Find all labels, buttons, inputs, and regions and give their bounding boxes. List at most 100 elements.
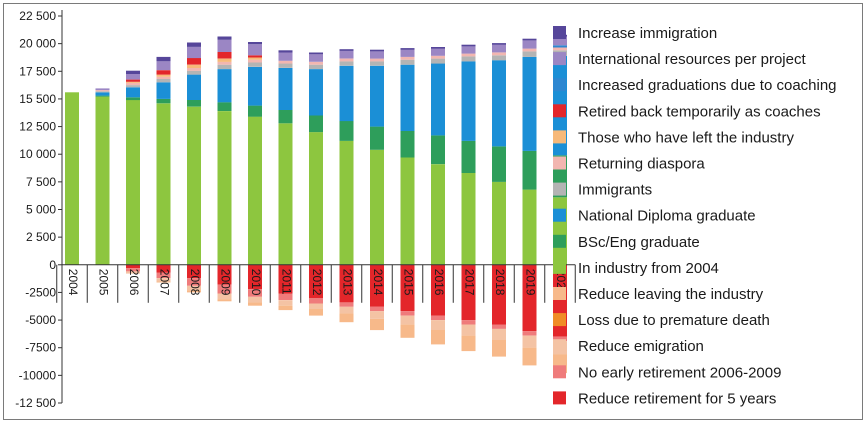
- bar-segment-in-industry-from-2004-2019: [522, 189, 537, 265]
- bar-segment-national-diploma-graduate-2005: [95, 92, 110, 96]
- y-tick-label: 12 500: [19, 120, 56, 134]
- legend-swatch-international-resources-per-project: [553, 52, 566, 66]
- bar-segment-national-diploma-graduate-2006: [126, 87, 140, 98]
- bar-segment-in-industry-from-2004-2020: [553, 197, 567, 265]
- bar-segment-no-early-retirement-2006-2009-2015: [400, 311, 415, 316]
- x-tick-label-2010: 2010: [249, 269, 263, 296]
- bar-segment-bsc-eng-graduate-2019: [522, 150, 537, 190]
- x-tick-label-2012: 2012: [310, 269, 324, 296]
- bar-segment-reduce-leaving-the-industry-2019: [522, 347, 537, 366]
- bar-segment-reduce-retirement-for-5-years-2008: [187, 264, 201, 279]
- x-tick-label-2018: 2018: [493, 269, 507, 296]
- bar-segment-increase-immigration-2013: [339, 49, 354, 51]
- bar-segment-reduce-retirement-for-5-years-2006: [126, 264, 140, 269]
- bar-segment-increase-immigration-2011: [278, 50, 293, 53]
- bar-segment-in-industry-from-2004-2017: [461, 173, 476, 265]
- bar-segment-returning-diaspora-2008: [187, 68, 201, 71]
- legend-label-no-early-retirement-2006-2009: No early retirement 2006-2009: [578, 364, 781, 381]
- bar-segment-returning-diaspora-2009: [217, 61, 232, 65]
- bar-segment-bsc-eng-graduate-2013: [339, 121, 354, 141]
- bar-segment-returning-diaspora-2006: [126, 82, 140, 86]
- bar-segment-no-early-retirement-2006-2009-2016: [431, 315, 445, 320]
- bar-segment-increase-immigration-2010: [248, 42, 262, 45]
- bar-segment-in-industry-from-2004-2005: [95, 96, 110, 265]
- bar-segment-international-resources-per-project-2006: [126, 74, 140, 80]
- legend-swatch-national-diploma-graduate: [553, 208, 566, 222]
- bar-segment-bsc-eng-graduate-2016: [431, 135, 445, 165]
- bar-segment-in-industry-from-2004-2018: [492, 181, 506, 265]
- bar-segment-immigrants-2008: [187, 70, 201, 75]
- bar-segment-reduce-emigration-2017: [461, 324, 476, 336]
- bar-segment-immigrants-2015: [400, 59, 415, 65]
- bar-segment-immigrants-2017: [461, 56, 476, 62]
- bar-segment-immigrants-2011: [278, 63, 293, 68]
- bar-segment-reduce-retirement-for-5-years-2010: [248, 264, 262, 290]
- bar-segment-national-diploma-graduate-2014: [370, 65, 384, 127]
- bar-segment-bsc-eng-graduate-2015: [400, 131, 415, 158]
- legend-label-retired-back-temporarily-as-coaches: Retired back temporarily as coaches: [578, 103, 821, 120]
- bar-segment-reduce-emigration-2013: [339, 306, 354, 314]
- bar-segment-reduce-leaving-the-industry-2008: [187, 290, 201, 293]
- bar-segment-reduce-leaving-the-industry-2018: [492, 340, 506, 357]
- bar-segment-in-industry-from-2004-2014: [370, 149, 384, 265]
- bar-segment-reduce-emigration-2011: [278, 300, 293, 306]
- x-tick-label-2013: 2013: [340, 269, 354, 296]
- bar-segment-in-industry-from-2004-2011: [278, 123, 293, 265]
- bar-segment-in-industry-from-2004-2015: [400, 157, 415, 265]
- bar-segment-no-early-retirement-2006-2009-2019: [522, 331, 537, 336]
- bar-segment-international-resources-per-project-2008: [187, 47, 201, 59]
- bar-segment-increase-immigration-2008: [187, 42, 201, 47]
- bar-segment-reduce-retirement-for-5-years-2018: [492, 264, 506, 325]
- bar-segment-reduce-emigration-2007: [156, 278, 171, 282]
- y-tick-label: -7500: [25, 341, 56, 355]
- y-tick-label: -10000: [19, 368, 57, 382]
- legend-label-reduce-retirement-for-5-years: Reduce retirement for 5 years: [578, 390, 776, 407]
- legend-label-in-industry-from-2004: In industry from 2004: [578, 260, 719, 277]
- bar-segment-immigrants-2013: [339, 61, 354, 66]
- bar-segment-bsc-eng-graduate-2011: [278, 110, 293, 124]
- bar-segment-bsc-eng-graduate-2007: [156, 98, 171, 104]
- bar-segment-returning-diaspora-2020: [553, 47, 567, 51]
- bar-segment-no-early-retirement-2006-2009-2006: [126, 268, 140, 272]
- bar-segment-international-resources-per-project-2017: [461, 46, 476, 54]
- bar-segment-reduce-retirement-for-5-years-2017: [461, 264, 476, 321]
- bar-segment-returning-diaspora-2016: [431, 55, 445, 59]
- bar-segment-reduce-emigration-2010: [248, 296, 262, 303]
- bar-segment-bsc-eng-graduate-2017: [461, 140, 476, 173]
- bar-segment-retired-back-temporarily-as-coaches-2007: [156, 70, 171, 75]
- bar-segment-international-resources-per-project-2007: [156, 61, 171, 71]
- bar-segment-immigrants-2005: [95, 91, 110, 93]
- bar-segment-reduce-retirement-for-5-years-2014: [370, 264, 384, 307]
- bar-segment-reduce-retirement-for-5-years-2015: [400, 264, 415, 312]
- bar-segment-returning-diaspora-2013: [339, 58, 354, 62]
- bar-segment-those-who-have-left-the-industry-2006: [126, 81, 140, 83]
- legend-swatch-increased-graduations-due-to-coaching: [553, 78, 566, 92]
- bar-segment-no-early-retirement-2006-2009-2010: [248, 289, 262, 297]
- bar-segment-bsc-eng-graduate-2008: [187, 100, 201, 107]
- bar-segment-no-early-retirement-2006-2009-2007: [156, 272, 171, 278]
- bar-segment-reduce-retirement-for-5-years-2012: [309, 264, 323, 298]
- x-tick-label-2019: 2019: [523, 269, 537, 296]
- bar-segment-returning-diaspora-2019: [522, 48, 537, 52]
- x-tick-label-2007: 2007: [157, 269, 171, 296]
- y-tick-label: 20 000: [19, 37, 56, 51]
- bar-segment-retired-back-temporarily-as-coaches-2009: [217, 51, 232, 59]
- bar-segment-bsc-eng-graduate-2005: [95, 95, 110, 97]
- bar-segment-reduce-emigration-2014: [370, 311, 384, 319]
- bar-segment-increase-immigration-2012: [309, 52, 323, 55]
- bar-segment-no-early-retirement-2006-2009-2013: [339, 302, 354, 307]
- bar-segment-increase-immigration-2018: [492, 43, 506, 45]
- bar-segment-bsc-eng-graduate-2009: [217, 102, 232, 111]
- bar-segment-international-resources-per-project-2010: [248, 44, 262, 56]
- x-tick-label-2015: 2015: [401, 269, 415, 296]
- bar-segment-immigrants-2019: [522, 51, 537, 57]
- bar-segment-immigrants-2012: [309, 64, 323, 70]
- bar-segment-reduce-emigration-2015: [400, 315, 415, 325]
- bar-segment-those-who-have-left-the-industry-2009: [217, 58, 232, 62]
- legend-swatch-no-early-retirement-2006-2009: [553, 365, 566, 379]
- legend-label-national-diploma-graduate: National Diploma graduate: [578, 208, 756, 225]
- bar-segment-no-early-retirement-2006-2009-2020: [553, 336, 567, 342]
- bar-segment-retired-back-temporarily-as-coaches-2010: [248, 55, 262, 58]
- bar-segment-reduce-leaving-the-industry-2015: [400, 324, 415, 338]
- bar-segment-increase-immigration-2019: [522, 38, 537, 41]
